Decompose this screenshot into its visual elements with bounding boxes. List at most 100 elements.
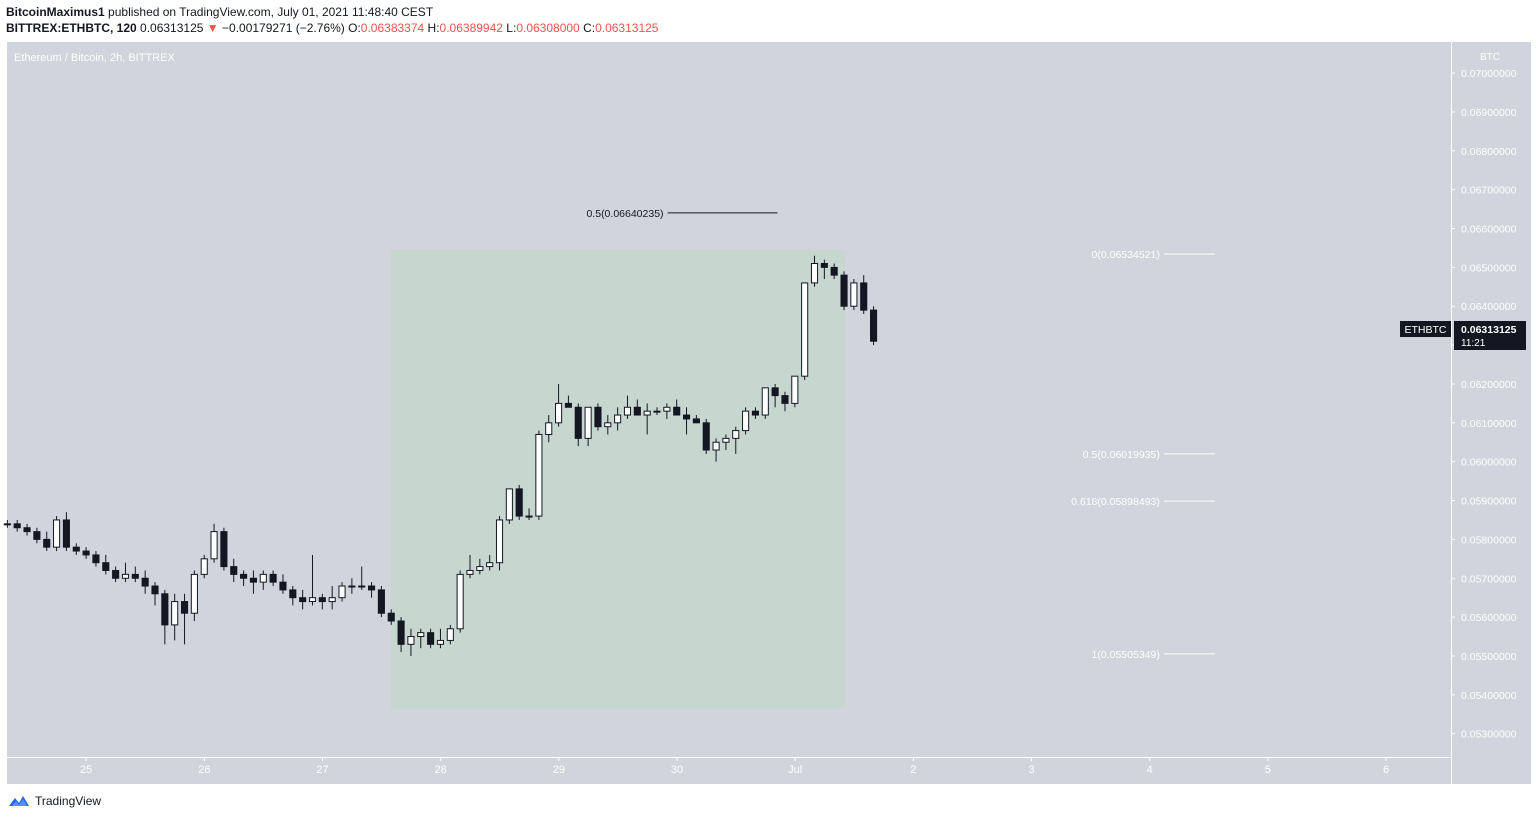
candle-body bbox=[53, 519, 61, 548]
candle-body bbox=[515, 488, 523, 517]
candle-body bbox=[328, 597, 336, 603]
candle-body bbox=[151, 585, 159, 595]
candle-body bbox=[446, 628, 454, 641]
highlight-box[interactable] bbox=[391, 249, 845, 710]
candle-body bbox=[810, 262, 819, 284]
candle-body bbox=[23, 527, 31, 533]
fib-level-label: 0.5(0.06019935) bbox=[1083, 449, 1160, 461]
candle-body bbox=[171, 601, 179, 626]
y-tick-label: 0.05900000 bbox=[1461, 496, 1517, 508]
x-tick-label: 26 bbox=[198, 764, 210, 776]
tradingview-logo-icon bbox=[9, 796, 29, 806]
candle-body bbox=[525, 515, 533, 518]
y-tick-label: 0.05700000 bbox=[1461, 573, 1517, 585]
candle-body bbox=[653, 410, 661, 413]
low-label: L: bbox=[506, 21, 517, 35]
author-name[interactable]: BitcoinMaximus1 bbox=[6, 5, 105, 19]
candle-body bbox=[112, 569, 120, 579]
candle-body bbox=[210, 531, 218, 560]
y-tick-label: 0.06900000 bbox=[1461, 107, 1517, 119]
candle-body bbox=[121, 573, 130, 579]
y-tick-label: 0.05400000 bbox=[1461, 690, 1517, 702]
candle-body bbox=[308, 597, 317, 603]
candle-body bbox=[200, 558, 208, 575]
price-axis-ticks: 0.05300000 0.05400000 0.05500000 0.05600000… bbox=[1451, 68, 1517, 741]
high-value: 0.06389942 bbox=[439, 21, 503, 35]
symbol-label: BITTREX:ETHBTC, 120 bbox=[6, 21, 137, 35]
axis-unit: BTC bbox=[1480, 52, 1500, 63]
x-tick-label: 5 bbox=[1265, 764, 1271, 776]
price-tag-symbol: ETHBTC bbox=[1405, 324, 1447, 336]
candle-body bbox=[830, 266, 838, 276]
candle-body bbox=[456, 573, 464, 630]
price-tag-countdown: 11:21 bbox=[1461, 338, 1486, 349]
candle-body bbox=[249, 577, 257, 583]
price-tag-symbol-box bbox=[1400, 321, 1451, 337]
candle-body bbox=[358, 585, 366, 588]
candle-body bbox=[486, 562, 494, 568]
time-axis-ticks: 25 26 27 28 29 30 Jul 2 3 4 5 6 bbox=[80, 757, 1389, 776]
candle-body bbox=[781, 395, 789, 404]
fib-levels-group: 0.5(0.06640235) 0(0.06534521) 0.5(0.060199… bbox=[586, 208, 1215, 661]
candle-body bbox=[692, 418, 700, 424]
x-tick-label: 2 bbox=[910, 764, 916, 776]
candle-body bbox=[318, 597, 326, 603]
candle-body bbox=[732, 430, 740, 439]
footer-brand: TradingView bbox=[35, 794, 102, 808]
price-change: −0.00179271 (−2.76%) bbox=[222, 21, 345, 35]
y-tick-label: 0.07000000 bbox=[1461, 68, 1517, 80]
candle-body bbox=[466, 569, 474, 575]
candle-body bbox=[673, 406, 681, 416]
y-tick-label: 0.06100000 bbox=[1461, 418, 1517, 430]
y-tick-label: 0.05500000 bbox=[1461, 651, 1517, 663]
candle-body bbox=[3, 523, 11, 526]
price-tag[interactable]: ETHBTC 0.06313125 11:21 bbox=[1400, 321, 1526, 350]
candle-body bbox=[102, 562, 110, 571]
y-tick-label: 0.06000000 bbox=[1461, 457, 1517, 469]
candle-body bbox=[860, 282, 868, 311]
price-axis-background bbox=[1451, 42, 1531, 757]
candle-body bbox=[555, 402, 563, 424]
candle-body bbox=[436, 639, 445, 645]
x-tick-label: 28 bbox=[435, 764, 447, 776]
candle-body bbox=[407, 636, 415, 645]
high-label: H: bbox=[427, 21, 440, 35]
published-text: published on TradingView.com, July 01, 2… bbox=[108, 5, 434, 19]
candle-body bbox=[564, 402, 572, 408]
candle-body bbox=[682, 414, 691, 420]
candle-body bbox=[13, 523, 21, 529]
low-value: 0.06308000 bbox=[516, 21, 580, 35]
y-tick-label: 0.05800000 bbox=[1461, 534, 1517, 546]
candle-body bbox=[495, 519, 504, 564]
candle-body bbox=[82, 550, 90, 556]
close-label: C: bbox=[583, 21, 596, 35]
fib-level-label: 0.618(0.05898493) bbox=[1071, 496, 1160, 508]
candle-body bbox=[230, 566, 238, 575]
fib-level-label: 1(0.05505349) bbox=[1092, 649, 1160, 661]
x-tick-label: 4 bbox=[1147, 764, 1153, 776]
open-label: O: bbox=[348, 21, 361, 35]
y-tick-label: 0.05600000 bbox=[1461, 612, 1517, 624]
last-price: 0.06313125 bbox=[140, 21, 204, 35]
x-tick-label: 30 bbox=[671, 764, 683, 776]
price-tag-price: 0.06313125 bbox=[1461, 324, 1517, 336]
axis-corner bbox=[1451, 757, 1531, 784]
candle-body bbox=[702, 422, 710, 451]
candle-body bbox=[259, 573, 267, 583]
candle-body bbox=[387, 612, 395, 622]
candle-body bbox=[279, 581, 287, 591]
candle-body bbox=[348, 585, 356, 588]
candle-body bbox=[299, 597, 307, 603]
candle-body bbox=[791, 375, 799, 404]
x-tick-label: 25 bbox=[80, 764, 92, 776]
chart-title: Ethereum / Bitcoin, 2h, BITTREX bbox=[14, 52, 175, 64]
candle-body bbox=[141, 577, 149, 587]
candle-body bbox=[594, 406, 602, 428]
candle-body bbox=[397, 620, 405, 645]
candle-body bbox=[545, 422, 553, 435]
candle-body bbox=[417, 632, 425, 638]
time-axis-background bbox=[7, 757, 1451, 784]
footer[interactable]: TradingView bbox=[8, 794, 101, 808]
candle-body bbox=[574, 406, 582, 439]
